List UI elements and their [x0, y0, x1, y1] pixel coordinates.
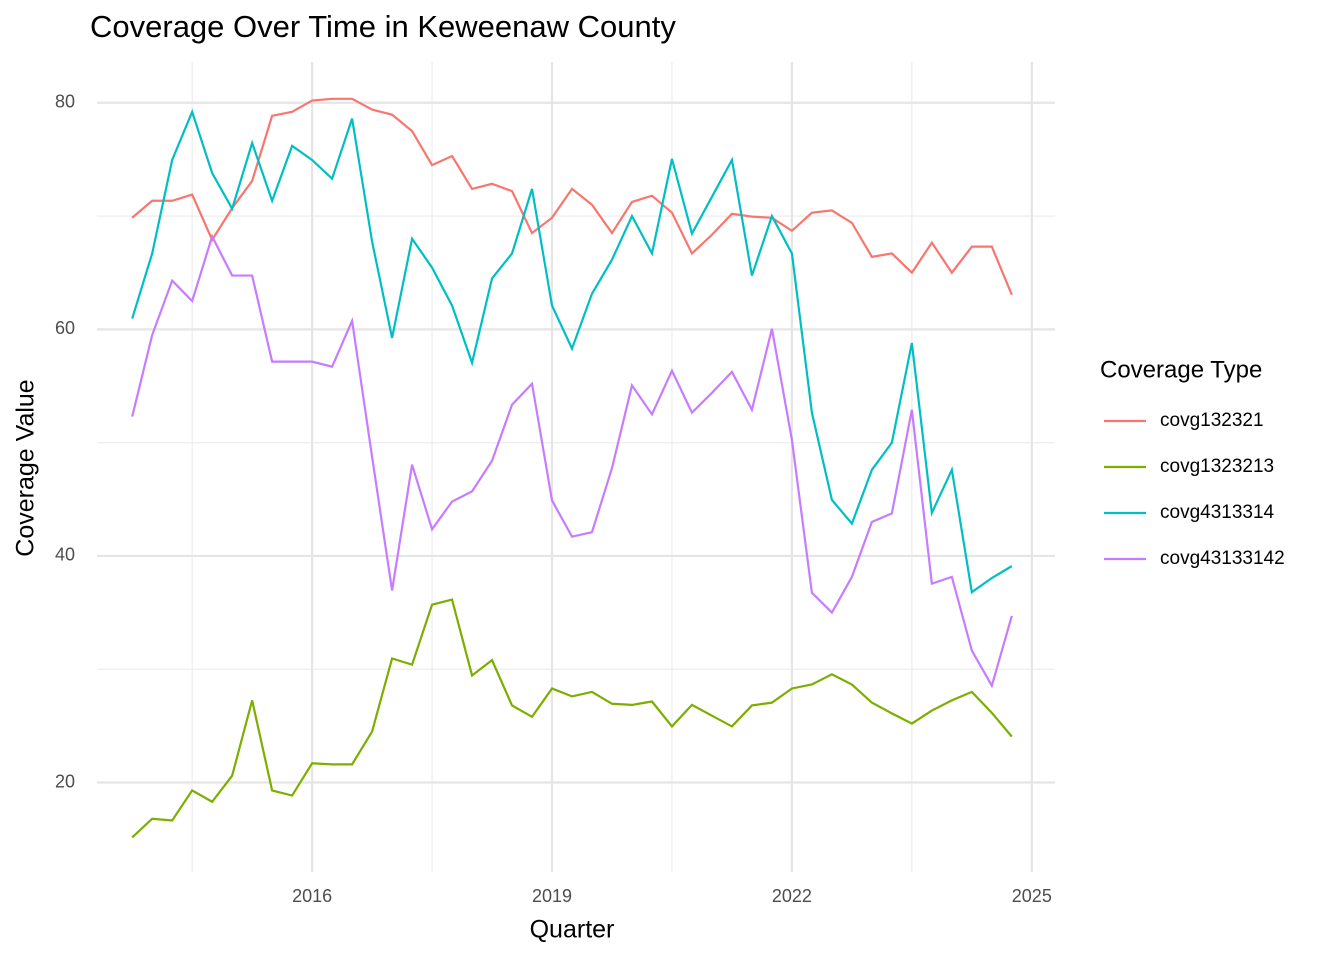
legend-label: covg1323213 — [1160, 456, 1274, 477]
legend-title: Coverage Type — [1100, 356, 1262, 383]
y-tick-label: 80 — [55, 92, 75, 112]
data-line — [131, 233, 1013, 689]
x-axis-label: Quarter — [530, 916, 615, 944]
y-tick-label: 60 — [55, 318, 75, 338]
y-tick-label: 40 — [55, 545, 75, 565]
x-tick-label: 2016 — [292, 886, 332, 906]
x-tick-label: 2022 — [772, 886, 812, 906]
y-axis-label: Coverage Value — [12, 379, 40, 556]
legend-label: covg132321 — [1160, 410, 1264, 431]
legend-label: covg43133142 — [1160, 548, 1285, 569]
legend-label: covg4313314 — [1160, 502, 1275, 523]
y-tick-label: 20 — [55, 771, 75, 791]
x-tick-label: 2019 — [532, 886, 572, 906]
data-line — [131, 108, 1013, 595]
data-line — [131, 97, 1013, 296]
data-line — [131, 598, 1013, 839]
chart-title: Coverage Over Time in Keweenaw County — [90, 9, 676, 44]
x-tick-label: 2025 — [1012, 886, 1052, 906]
